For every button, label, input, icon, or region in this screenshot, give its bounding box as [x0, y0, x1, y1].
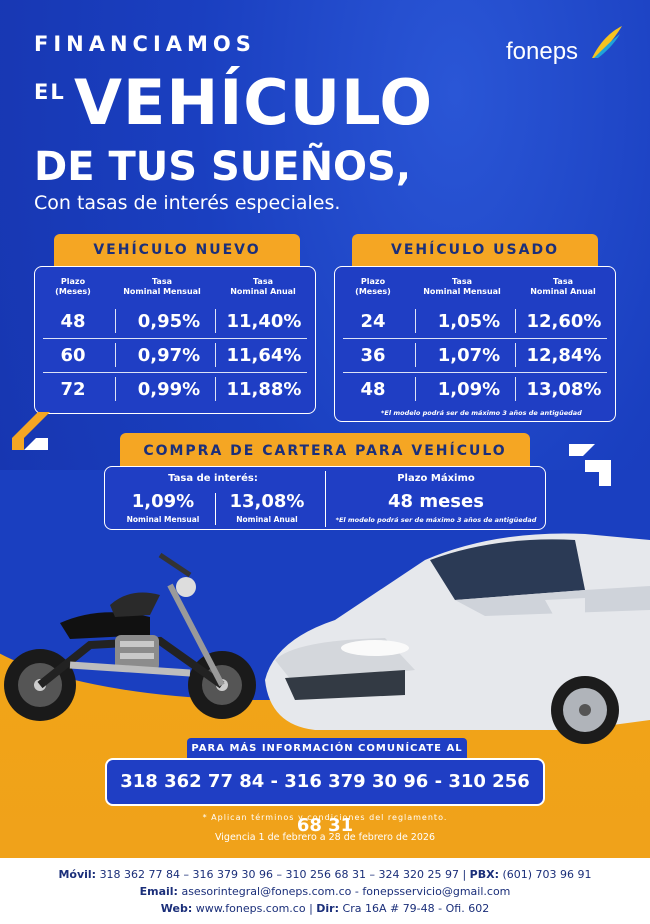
chevron-white-icon	[569, 444, 611, 486]
usado-mensual: 1,07%	[437, 345, 501, 366]
foneps-logo: foneps	[506, 38, 579, 65]
nuevo-anual: 11,64%	[226, 345, 302, 366]
chevron-orange-icon	[12, 412, 50, 450]
footer-dir: Cra 16A # 79-48 - Ofi. 602	[342, 902, 490, 915]
nuevo-plazo: 72	[60, 379, 86, 400]
footer-email[interactable]: asesorintegral@foneps.com.co - fonepsser…	[181, 885, 511, 898]
footer: Móvil: 318 362 77 84 – 316 379 30 96 – 3…	[0, 858, 650, 924]
motorcycle-image	[4, 552, 256, 721]
cartera-panel: Tasa de interés: 1,09% Nominal Mensual 1…	[104, 466, 546, 530]
footer-web-line: Web: www.foneps.com.co | Dir: Cra 16A # …	[160, 902, 490, 915]
usado-plazo: 36	[360, 345, 386, 366]
info-label: PARA MÁS INFORMACIÓN COMUNÍCATE AL	[187, 738, 467, 760]
footer-pbx[interactable]: (601) 703 96 91	[502, 868, 592, 881]
headline-el: EL	[34, 80, 66, 104]
nuevo-plazo: 60	[60, 345, 86, 366]
nuevo-row: 48 0,95% 11,40%	[43, 305, 307, 339]
usado-anual: 12,60%	[526, 311, 602, 332]
footer-web-label: Web:	[160, 902, 193, 915]
cartera-annual-value: 13,08%	[229, 491, 305, 512]
usado-mensual: 1,05%	[437, 311, 501, 332]
usado-anual: 12,84%	[526, 345, 602, 366]
nuevo-row: 72 0,99% 11,88%	[43, 373, 307, 407]
footer-movil-line: Móvil: 318 362 77 84 – 316 379 30 96 – 3…	[58, 868, 592, 881]
logo-swoosh-icon	[592, 26, 622, 58]
cartera-annual-label: Nominal Anual	[236, 515, 298, 524]
nuevo-anual: 11,88%	[226, 379, 302, 400]
usado-header-anual: Tasa Nominal Anual	[530, 277, 596, 296]
footer-movil[interactable]: 318 362 77 84 – 316 379 30 96 – 310 256 …	[99, 868, 459, 881]
terms-note: * Aplican términos y condiciones del reg…	[202, 813, 448, 822]
usado-mensual: 1,09%	[437, 379, 501, 400]
usado-anual: 13,08%	[526, 379, 602, 400]
cartera-monthly-label: Nominal Mensual	[126, 515, 200, 524]
footer-email-label: Email:	[139, 885, 178, 898]
phone-numbers[interactable]: 318 362 77 84 - 316 379 30 96 - 310 256 …	[105, 758, 545, 836]
nuevo-header-anual: Tasa Nominal Anual	[230, 277, 296, 296]
nuevo-row: 60 0,97% 11,64%	[43, 339, 307, 373]
footer-dir-label: Dir:	[316, 902, 340, 915]
usado-table: Plazo (Meses) Tasa Nominal Mensual Tasa Nom…	[334, 266, 616, 422]
nuevo-header-plazo: Plazo (Meses)	[55, 277, 91, 296]
nuevo-title: VEHÍCULO NUEVO	[54, 234, 300, 268]
nuevo-header-mensual: Tasa Nominal Mensual	[123, 277, 201, 296]
nuevo-plazo: 48	[60, 311, 86, 332]
headline-financiamos: FINANCIAMOS	[34, 32, 256, 56]
usado-note: *El modelo podrá ser de máximo 3 años de…	[381, 409, 582, 417]
nuevo-anual: 11,40%	[226, 311, 302, 332]
nuevo-table: Plazo (Meses) Tasa Nominal Mensual Tasa Nom…	[34, 266, 316, 414]
usado-header-mensual: Tasa Nominal Mensual	[423, 277, 501, 296]
cartera-monthly-value: 1,09%	[131, 491, 195, 512]
nuevo-mensual: 0,99%	[137, 379, 201, 400]
car-image	[265, 533, 650, 744]
cartera-note: *El modelo podrá ser de máximo 3 años de…	[335, 516, 537, 524]
nuevo-mensual: 0,97%	[137, 345, 201, 366]
headline-vehiculo: VEHÍCULO	[74, 66, 434, 139]
footer-pbx-label: PBX:	[469, 868, 499, 881]
footer-web-link[interactable]: www.foneps.com.co	[195, 902, 306, 915]
usado-header-plazo: Plazo (Meses)	[355, 277, 391, 296]
cartera-term-label: Plazo Máximo	[397, 473, 475, 484]
headline-suenos: DE TUS SUEÑOS,	[34, 144, 412, 190]
footer-email-line: Email: asesorintegral@foneps.com.co - fo…	[0, 885, 650, 898]
usado-row: 36 1,07% 12,84%	[343, 339, 607, 373]
nuevo-mensual: 0,95%	[137, 311, 201, 332]
cartera-title: COMPRA DE CARTERA PARA VEHÍCULO	[120, 433, 530, 469]
usado-plazo: 48	[360, 379, 386, 400]
usado-plazo: 24	[360, 311, 386, 332]
cartera-rate-label: Tasa de interés:	[168, 473, 258, 484]
vigencia-note: Vigencia 1 de febrero a 28 de febrero de…	[215, 832, 435, 843]
usado-row: 24 1,05% 12,60%	[343, 305, 607, 339]
usado-row: 48 1,09% 13,08%	[343, 373, 607, 407]
usado-title: VEHÍCULO USADO	[352, 234, 598, 268]
footer-movil-label: Móvil:	[58, 868, 97, 881]
cartera-term-value: 48 meses	[388, 491, 484, 512]
headline-tasas: Con tasas de interés especiales.	[34, 192, 341, 214]
